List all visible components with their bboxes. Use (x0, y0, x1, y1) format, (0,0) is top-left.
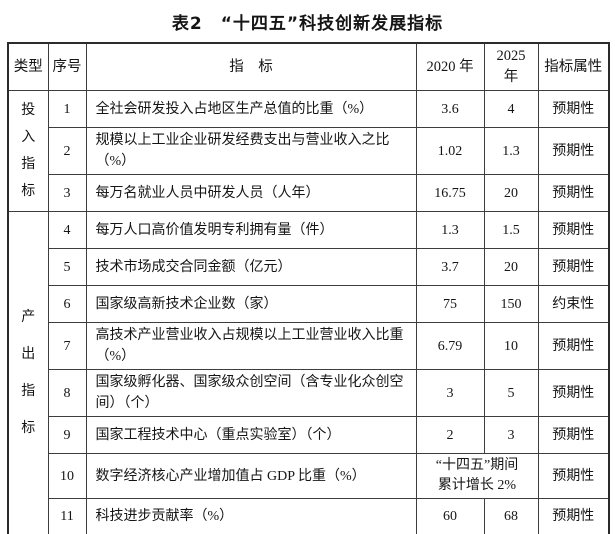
row-number: 2 (47, 127, 87, 175)
indicator-attribute: 预期性 (537, 211, 610, 249)
indicator-attribute: 预期性 (537, 369, 610, 417)
indicator-name: 国家工程技术中心（重点实验室）（个） (85, 416, 417, 454)
type-label: 投入指标 (7, 90, 49, 212)
value-2025: 68 (483, 498, 539, 534)
indicator-attribute: 约束性 (537, 285, 610, 323)
row-number: 10 (47, 453, 87, 499)
table-row: 8 国家级孵化器、国家级众创空间（含专业化众创空间）（个） 3 5 预期性 (8, 369, 610, 417)
indicator-attribute: 预期性 (537, 498, 610, 534)
header-no: 序号 (47, 42, 87, 91)
indicator-name: 技术市场成交合同金额（亿元） (85, 248, 417, 286)
value-2025: 150 (483, 285, 539, 323)
value-2025: 1.3 (483, 127, 539, 175)
row-number: 8 (47, 369, 87, 417)
value-2020: 3.6 (415, 90, 485, 128)
value-2020: 60 (415, 498, 485, 534)
table-row: 投入指标 1 全社会研发投入占地区生产总值的比重（%） 3.6 4 预期性 (7, 90, 610, 212)
value-2025: 4 (483, 90, 539, 128)
table-row: 7 高技术产业营业收入占规模以上工业营业收入比重（%） 6.79 10 预期性 (8, 322, 610, 370)
indicator-name: 科技进步贡献率（%） (85, 498, 417, 534)
indicator-name: 每万名就业人员中研发人员（人年） (85, 174, 417, 212)
indicator-attribute: 预期性 (537, 322, 610, 370)
header-indicator: 指 标 (85, 42, 417, 91)
row-number: 9 (47, 416, 87, 454)
row-number: 4 (47, 211, 87, 249)
table-row: 3 每万名就业人员中研发人员（人年） 16.75 20 预期性 (8, 174, 610, 212)
indicator-name: 每万人口高价值发明专利拥有量（件） (85, 211, 417, 249)
value-2025: 10 (483, 322, 539, 370)
indicator-name: 高技术产业营业收入占规模以上工业营业收入比重（%） (85, 322, 417, 370)
value-merged: “十四五”期间 累计增长 2% (415, 453, 539, 499)
table-row: 10 数字经济核心产业增加值占 GDP 比重（%） “十四五”期间 累计增长 2% 预… (8, 453, 610, 499)
value-2020: 1.3 (415, 211, 485, 249)
table-row: 2 规模以上工业企业研发经费支出与营业收入之比（%） 1.02 1.3 预期性 (8, 127, 610, 175)
value-2020: 2 (415, 416, 485, 454)
indicator-table: 类型 序号 指 标 2020 年 2025 年 指标属性 投入指标 1 全社会研发投… (7, 42, 610, 534)
value-2025: 1.5 (483, 211, 539, 249)
value-2025: 3 (483, 416, 539, 454)
value-2020: 16.75 (415, 174, 485, 212)
table-row: 9 国家工程技术中心（重点实验室）（个） 2 3 预期性 (8, 416, 610, 454)
value-2020: 6.79 (415, 322, 485, 370)
type-label: 产出指标 (7, 211, 49, 534)
table-row: 11 科技进步贡献率（%） 60 68 预期性 (8, 498, 610, 534)
indicator-name: 国家级高新技术企业数（家） (85, 285, 417, 323)
indicator-attribute: 预期性 (537, 416, 610, 454)
table-row: 5 技术市场成交合同金额（亿元） 3.7 20 预期性 (8, 248, 610, 286)
header-2020: 2020 年 (415, 42, 485, 91)
row-number: 11 (47, 498, 87, 534)
row-number: 1 (47, 90, 87, 128)
indicator-attribute: 预期性 (537, 127, 610, 175)
row-number: 3 (47, 174, 87, 212)
header-attribute: 指标属性 (537, 42, 610, 91)
indicator-name: 全社会研发投入占地区生产总值的比重（%） (85, 90, 417, 128)
row-number: 7 (47, 322, 87, 370)
value-2025: 20 (483, 174, 539, 212)
value-2020: 75 (415, 285, 485, 323)
header-2025: 2025 年 (483, 42, 539, 91)
indicator-name: 规模以上工业企业研发经费支出与营业收入之比（%） (85, 127, 417, 175)
value-2025: 20 (483, 248, 539, 286)
indicator-name: 国家级孵化器、国家级众创空间（含专业化众创空间）（个） (85, 369, 417, 417)
indicator-attribute: 预期性 (537, 174, 610, 212)
value-2020: 3.7 (415, 248, 485, 286)
value-2025: 5 (483, 369, 539, 417)
value-2020: 3 (415, 369, 485, 417)
header-row: 类型 序号 指 标 2020 年 2025 年 指标属性 (7, 42, 610, 91)
row-number: 6 (47, 285, 87, 323)
indicator-attribute: 预期性 (537, 90, 610, 128)
table-title: 表2 “十四五”科技创新发展指标 (171, 14, 444, 34)
value-2020: 1.02 (415, 127, 485, 175)
table-row: 6 国家级高新技术企业数（家） 75 150 约束性 (8, 285, 610, 323)
table-header: 类型 序号 指 标 2020 年 2025 年 指标属性 (7, 42, 610, 91)
header-type: 类型 (7, 42, 49, 91)
table-body: 投入指标 1 全社会研发投入占地区生产总值的比重（%） 3.6 4 预期性 2 规模以上工业企… (7, 90, 610, 534)
row-number: 5 (47, 248, 87, 286)
table-row: 产出指标 4 每万人口高价值发明专利拥有量（件） 1.3 1.5 预期性 (7, 211, 610, 534)
indicator-attribute: 预期性 (537, 248, 610, 286)
indicator-attribute: 预期性 (537, 453, 610, 499)
indicator-name: 数字经济核心产业增加值占 GDP 比重（%） (85, 453, 417, 499)
